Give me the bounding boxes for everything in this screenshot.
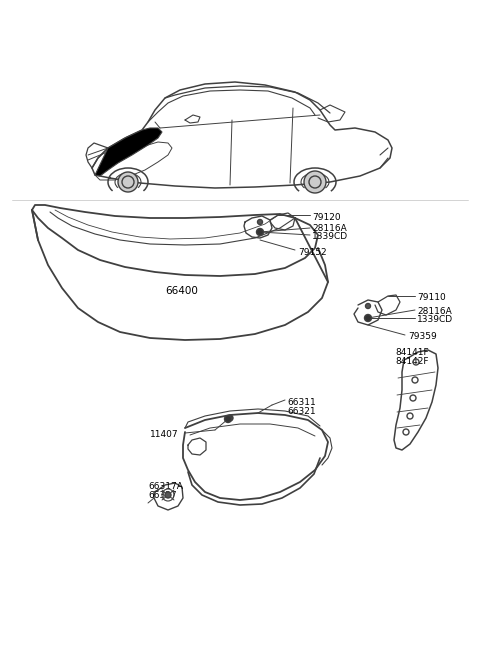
Text: 84142F: 84142F [395,357,429,366]
Circle shape [225,415,231,422]
Text: 28116A: 28116A [312,224,347,233]
Circle shape [227,415,233,421]
Text: 11407: 11407 [150,430,179,439]
Circle shape [118,172,138,192]
Text: 79359: 79359 [408,332,437,341]
Text: 79110: 79110 [417,293,446,302]
Circle shape [304,171,326,193]
Circle shape [364,314,372,322]
Text: 1339CD: 1339CD [312,232,348,241]
Circle shape [365,303,371,309]
Text: 66317A: 66317A [148,482,183,491]
Text: 79120: 79120 [312,213,341,222]
Circle shape [165,492,171,498]
Circle shape [257,219,263,225]
Text: 66321: 66321 [287,407,316,416]
Polygon shape [95,128,162,176]
Text: 66327: 66327 [148,491,177,500]
Text: 66311: 66311 [287,398,316,407]
Text: 66400: 66400 [165,286,198,296]
Text: 1339CD: 1339CD [417,315,453,324]
Text: 79152: 79152 [298,248,326,257]
Text: 84141F: 84141F [395,348,429,357]
Circle shape [256,229,264,236]
Text: 28116A: 28116A [417,307,452,316]
